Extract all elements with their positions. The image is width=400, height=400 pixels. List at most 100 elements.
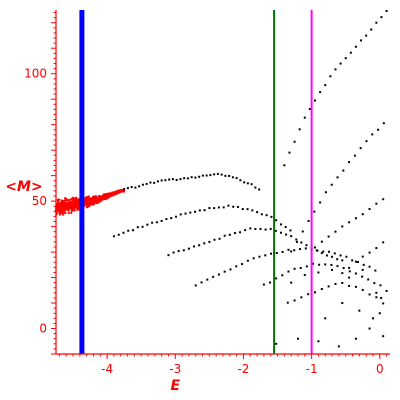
data-point [235, 177, 238, 180]
cluster-point [63, 204, 66, 207]
data-point [341, 225, 344, 228]
cluster-point [64, 198, 67, 201]
data-point [246, 259, 249, 262]
data-point [307, 219, 310, 222]
scatter-point [341, 302, 344, 305]
data-point [183, 177, 186, 180]
scatter-point [382, 335, 385, 338]
data-point [308, 108, 311, 111]
data-point [325, 254, 328, 257]
plot-area [55, 10, 388, 354]
cluster-point [84, 198, 87, 201]
cluster-point [89, 198, 92, 201]
data-point [239, 179, 242, 182]
data-point [134, 186, 137, 189]
data-point [349, 51, 352, 54]
cluster-point [87, 200, 90, 203]
cluster-point [66, 205, 69, 208]
data-point [123, 188, 126, 191]
data-point [241, 263, 244, 266]
data-point [218, 237, 221, 240]
data-point [198, 244, 201, 247]
data-point [117, 233, 120, 236]
data-point [174, 215, 177, 218]
scattered-points-group [275, 268, 385, 348]
data-point [167, 254, 170, 257]
data-point [258, 188, 261, 191]
cluster-point [64, 202, 67, 205]
data-point [293, 249, 296, 252]
data-point [285, 233, 288, 236]
data-point [198, 175, 201, 178]
data-point [153, 181, 156, 184]
data-point [295, 238, 298, 241]
cluster-point [89, 201, 92, 204]
cluster-point [68, 207, 71, 210]
data-point [252, 257, 255, 260]
cluster-point [86, 196, 89, 199]
series-8 [290, 122, 385, 253]
data-point [319, 91, 322, 94]
data-point [149, 181, 152, 184]
scatter-point [331, 268, 334, 271]
data-point [228, 174, 231, 177]
data-point [368, 208, 371, 211]
cluster-point [114, 192, 117, 195]
data-point [320, 252, 323, 255]
data-point [136, 226, 139, 229]
cluster-point [119, 190, 122, 193]
data-point [235, 265, 238, 268]
data-point [239, 231, 242, 234]
cluster-point [76, 201, 79, 204]
data-point [314, 291, 317, 294]
data-point [334, 68, 337, 71]
data-point [379, 284, 382, 287]
cluster-point [66, 202, 69, 205]
data-point [155, 221, 158, 224]
cluster-point [60, 207, 63, 210]
cluster-point [108, 192, 111, 195]
data-point [179, 213, 182, 216]
data-point [305, 265, 308, 268]
cluster-point [111, 194, 114, 197]
data-point [330, 183, 333, 186]
data-point [127, 229, 130, 232]
data-point [151, 221, 154, 224]
data-point [300, 296, 303, 299]
cluster-point [65, 199, 68, 202]
cluster-point [58, 205, 61, 208]
scatter-point [296, 337, 299, 340]
data-point [244, 229, 247, 232]
cluster-point [67, 202, 70, 204]
data-point [269, 281, 272, 284]
cluster-point [64, 197, 67, 200]
cluster-point [58, 209, 61, 212]
data-point [216, 172, 219, 175]
data-point [160, 179, 163, 182]
cluster-point [76, 204, 79, 207]
cluster-point [72, 197, 75, 200]
cluster-point [57, 206, 60, 209]
data-point [200, 281, 203, 284]
cluster-point [101, 195, 104, 198]
cluster-point [99, 200, 102, 203]
data-point [177, 250, 180, 253]
scatter-point [354, 337, 357, 340]
cluster-point [57, 200, 60, 203]
data-point [327, 235, 330, 238]
data-point [375, 247, 378, 250]
data-point [324, 84, 327, 87]
data-point [377, 128, 380, 131]
data-point [270, 252, 273, 255]
data-point [122, 231, 125, 234]
cluster-point [59, 207, 62, 210]
cluster-point [62, 201, 65, 204]
data-point [360, 39, 363, 42]
y-tick-label: 100 [24, 67, 47, 81]
data-point [373, 282, 376, 285]
data-point [212, 275, 215, 278]
data-point [227, 204, 230, 207]
cluster-point [58, 207, 61, 210]
cluster-point [97, 198, 100, 201]
cluster-point [77, 205, 80, 208]
